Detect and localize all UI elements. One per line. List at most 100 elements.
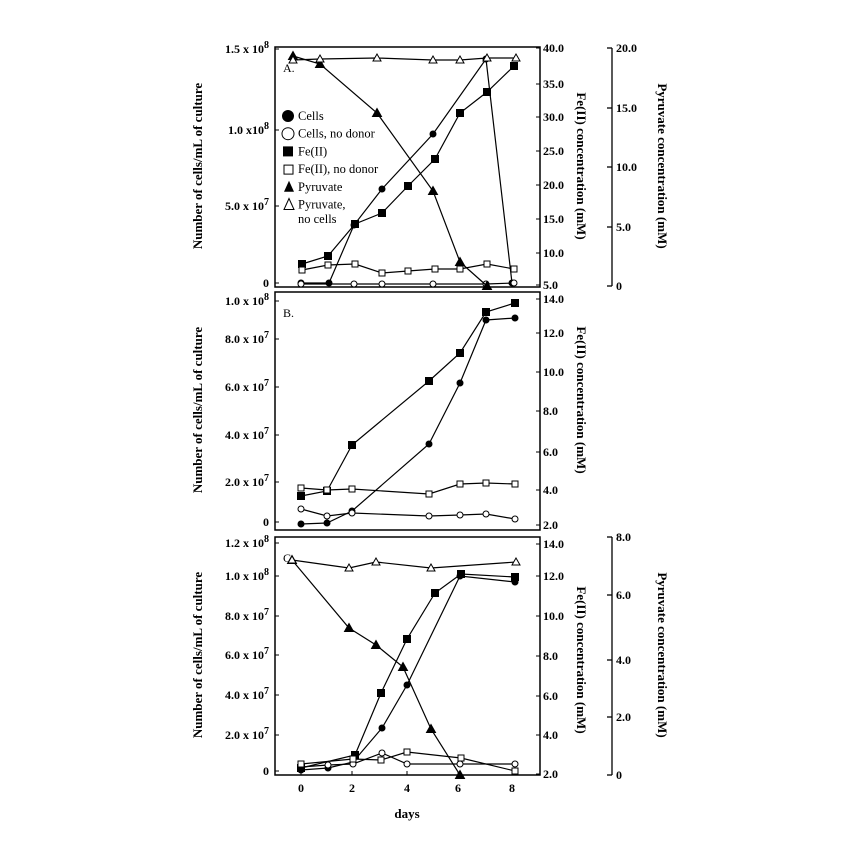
filled-circle-marker (378, 185, 386, 193)
filled-circle-marker (325, 279, 333, 287)
legend-item: Cells (282, 109, 324, 123)
plot-frame (274, 536, 541, 776)
y-fe-title-a: Fe(II) concentration (mM) (574, 92, 589, 239)
x-tick-label: 2 (349, 781, 355, 795)
y-fe-tick-label: 5.0 (543, 278, 558, 292)
y-fe-title-c: Fe(II) concentration (mM) (574, 586, 589, 733)
open-square-marker (348, 485, 356, 493)
legend-item: Cells, no donor (281, 127, 376, 141)
filled-triangle-marker (370, 639, 382, 649)
filled-square-marker (456, 349, 464, 357)
y-pyruvate-tick-label: 8.0 (616, 530, 631, 544)
open-triangle-marker (315, 53, 325, 63)
x-axis: 0 2 4 6 8 (298, 771, 515, 795)
panel-b: B. 0 2.0 x 107 4.0 x 107 6.0 x 107 8.0 x 107 1… (225, 291, 564, 532)
y-left-tick-label: 8.0 x 107 (225, 607, 269, 623)
open-square-marker (425, 490, 433, 498)
y-left-title-a: Number of cells/mL of culture (190, 83, 205, 250)
y-fe-tick-label: 14.0 (543, 292, 564, 306)
y-fe-tick-label: 4.0 (543, 728, 558, 742)
open-triangle-marker (482, 52, 492, 62)
legend-label: Fe(II) (298, 144, 327, 158)
filled-triangle-marker (454, 256, 466, 266)
series-pyruvate-no-cells (288, 52, 521, 64)
legend: Cells Cells, no donor Fe(II) Fe(II), no don… (281, 109, 379, 226)
x-tick-label: 6 (455, 781, 461, 795)
y-left-tick-label: 2.0 x 107 (225, 473, 269, 489)
filled-square-marker (404, 182, 412, 190)
open-circle-marker (510, 279, 518, 287)
open-square-marker (404, 267, 412, 275)
legend-item: Fe(II) (283, 144, 327, 158)
filled-circle-marker (456, 379, 464, 387)
legend-open-triangle-icon (283, 197, 295, 210)
open-triangle-marker (371, 556, 381, 566)
y-left-tick-label: 0 (263, 764, 269, 778)
y-fe-tick-label: 25.0 (543, 144, 564, 158)
legend-filled-triangle-icon (284, 180, 294, 192)
panel-label: C. (283, 551, 294, 565)
y-pyruvate-tick-label: 5.0 (616, 220, 631, 234)
y-fe-tick-label: 8.0 (543, 649, 558, 663)
filled-triangle-marker (425, 723, 437, 733)
legend-filled-square-icon (283, 146, 293, 157)
series-fe-ii-no-donor (298, 260, 518, 277)
filled-triangle-marker (481, 280, 493, 290)
filled-circle-marker (323, 519, 331, 527)
filled-square-marker (377, 689, 385, 697)
y-fe-title-b: Fe(II) concentration (mM) (574, 326, 589, 473)
panel-c: C. 0 2.0 x 107 4.0 x 107 6.0 x 107 8.0 x 107 1… (225, 530, 631, 782)
axis-titles: Number of cells/mL of culture Number of … (190, 83, 670, 821)
open-triangle-marker (426, 562, 436, 572)
y-pyruvate-title-a: Pyruvate concentration (mM) (655, 83, 670, 248)
y-left-tick-label: 6.0 x 107 (225, 646, 269, 662)
legend-filled-circle-icon (282, 110, 294, 122)
legend-label: Cells (298, 109, 324, 123)
open-square-marker (297, 760, 305, 768)
open-triangle-marker (288, 54, 298, 64)
legend-open-square-icon (283, 164, 294, 175)
y-left-tick-label: 1.2 x 108 (225, 534, 269, 550)
open-square-marker (510, 265, 518, 273)
open-square-marker (456, 480, 464, 488)
open-square-marker (351, 260, 359, 268)
y-pyruvate-tick-label: 4.0 (616, 653, 631, 667)
y-pyruvate-tick-label: 0 (616, 768, 622, 782)
series-line (300, 575, 516, 771)
filled-square-marker (425, 377, 433, 385)
filled-square-marker (511, 573, 519, 581)
panel-label: A. (283, 61, 295, 75)
open-circle-marker (482, 510, 490, 518)
open-square-marker (457, 754, 465, 762)
y-left-tick-label: 1.5 x 108 (225, 40, 269, 56)
filled-square-marker (403, 635, 411, 643)
filled-circle-marker (429, 130, 437, 138)
legend-label: no cells (298, 212, 337, 226)
filled-triangle-marker (371, 107, 383, 117)
y-pyruvate-tick-label: 15.0 (616, 101, 637, 115)
y-left-tick-label: 4.0 x 107 (225, 426, 269, 442)
legend-label: Cells, no donor (298, 127, 376, 141)
y-left-title-c: Number of cells/mL of culture (190, 572, 205, 739)
filled-square-marker (431, 155, 439, 163)
open-circle-marker (324, 761, 332, 769)
series-line (301, 282, 515, 285)
y-fe-tick-label: 6.0 (543, 445, 558, 459)
open-circle-marker (425, 512, 433, 520)
series-fe-ii-no-donor (297, 479, 519, 498)
filled-square-marker (297, 492, 305, 500)
series-cells (297, 314, 519, 528)
filled-square-marker (351, 220, 359, 228)
x-tick-label: 4 (404, 781, 410, 795)
y-left-tick-label: 5.0 x 107 (225, 197, 269, 213)
legend-label: Fe(II), no donor (298, 162, 379, 176)
y-left-title-b: Number of cells/mL of culture (190, 327, 205, 494)
open-triangle-marker (511, 556, 521, 566)
filled-triangle-marker (427, 185, 439, 195)
open-square-marker (431, 265, 439, 273)
filled-triangle-marker (397, 661, 409, 671)
filled-triangle-marker (343, 622, 355, 632)
filled-square-marker (324, 252, 332, 260)
filled-square-marker (511, 299, 519, 307)
